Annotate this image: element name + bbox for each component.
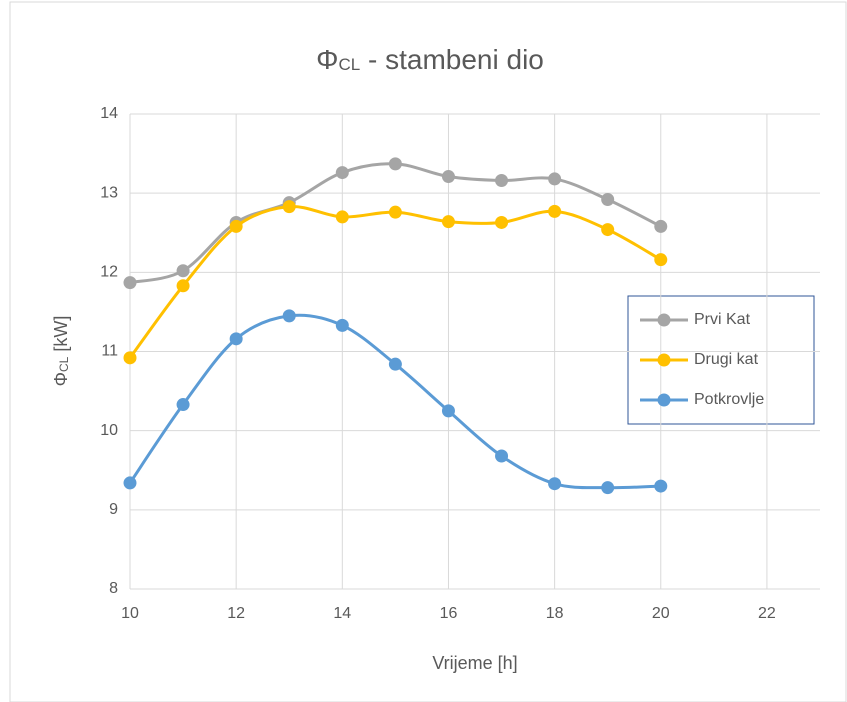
x-tick-label: 14	[333, 605, 351, 622]
data-point	[654, 479, 668, 493]
data-point	[601, 481, 615, 495]
data-point	[601, 223, 615, 237]
legend-marker	[657, 353, 671, 367]
x-tick-label: 18	[546, 605, 564, 622]
data-point	[335, 166, 349, 180]
data-point	[388, 205, 402, 219]
data-point	[388, 157, 402, 171]
data-point	[176, 264, 190, 278]
data-point	[654, 219, 668, 233]
data-point	[495, 215, 509, 229]
data-point	[123, 351, 137, 365]
chart-title: ΦCL - stambeni dio	[316, 44, 544, 75]
series-line	[128, 313, 661, 490]
data-point	[495, 174, 509, 187]
legend-marker	[657, 393, 671, 407]
data-point	[495, 449, 509, 463]
data-point	[654, 253, 668, 267]
series-line	[128, 205, 662, 359]
legend-label: Potkrovlje	[694, 391, 764, 408]
legend-marker	[657, 313, 671, 327]
series-line	[129, 162, 662, 285]
subscript: CL	[57, 356, 71, 372]
data-point	[601, 193, 615, 206]
data-point	[282, 200, 296, 214]
data-point	[123, 276, 137, 290]
y-tick-label: 14	[100, 105, 118, 122]
y-tick-label: 12	[100, 264, 118, 281]
data-point	[548, 172, 562, 186]
symbol: Φ	[51, 372, 71, 386]
data-point	[441, 170, 455, 184]
x-tick-label: 12	[227, 605, 245, 622]
y-tick-label: 9	[109, 501, 118, 518]
data-point	[229, 332, 243, 346]
data-point	[229, 219, 243, 233]
subscript: CL	[338, 55, 360, 74]
data-point	[548, 204, 562, 218]
data-point	[176, 398, 190, 412]
y-tick-label: 13	[100, 184, 118, 201]
x-tick-label: 20	[652, 605, 670, 622]
text: - stambeni dio	[360, 44, 544, 75]
legend-label: Prvi Kat	[694, 311, 751, 328]
text: [kW]	[51, 316, 71, 357]
data-point	[282, 309, 296, 323]
symbol: Φ	[316, 44, 338, 75]
data-point	[123, 476, 137, 490]
data-point	[388, 357, 402, 371]
x-axis-label: Vrijeme [h]	[432, 653, 517, 673]
x-tick-label: 10	[121, 605, 139, 622]
data-point	[441, 404, 455, 418]
y-tick-label: 11	[101, 343, 118, 360]
data-point	[335, 210, 349, 224]
data-point	[441, 215, 455, 229]
x-tick-label: 16	[440, 605, 458, 622]
legend-label: Drugi kat	[694, 351, 759, 368]
y-tick-label: 10	[100, 422, 118, 439]
y-axis-label: ΦCL [kW]	[51, 316, 71, 387]
chart-frame	[9, 1, 847, 702]
data-point	[176, 279, 190, 293]
data-point	[548, 477, 562, 491]
x-tick-label: 22	[758, 605, 776, 622]
y-tick-label: 8	[109, 580, 118, 597]
data-point	[335, 318, 349, 332]
